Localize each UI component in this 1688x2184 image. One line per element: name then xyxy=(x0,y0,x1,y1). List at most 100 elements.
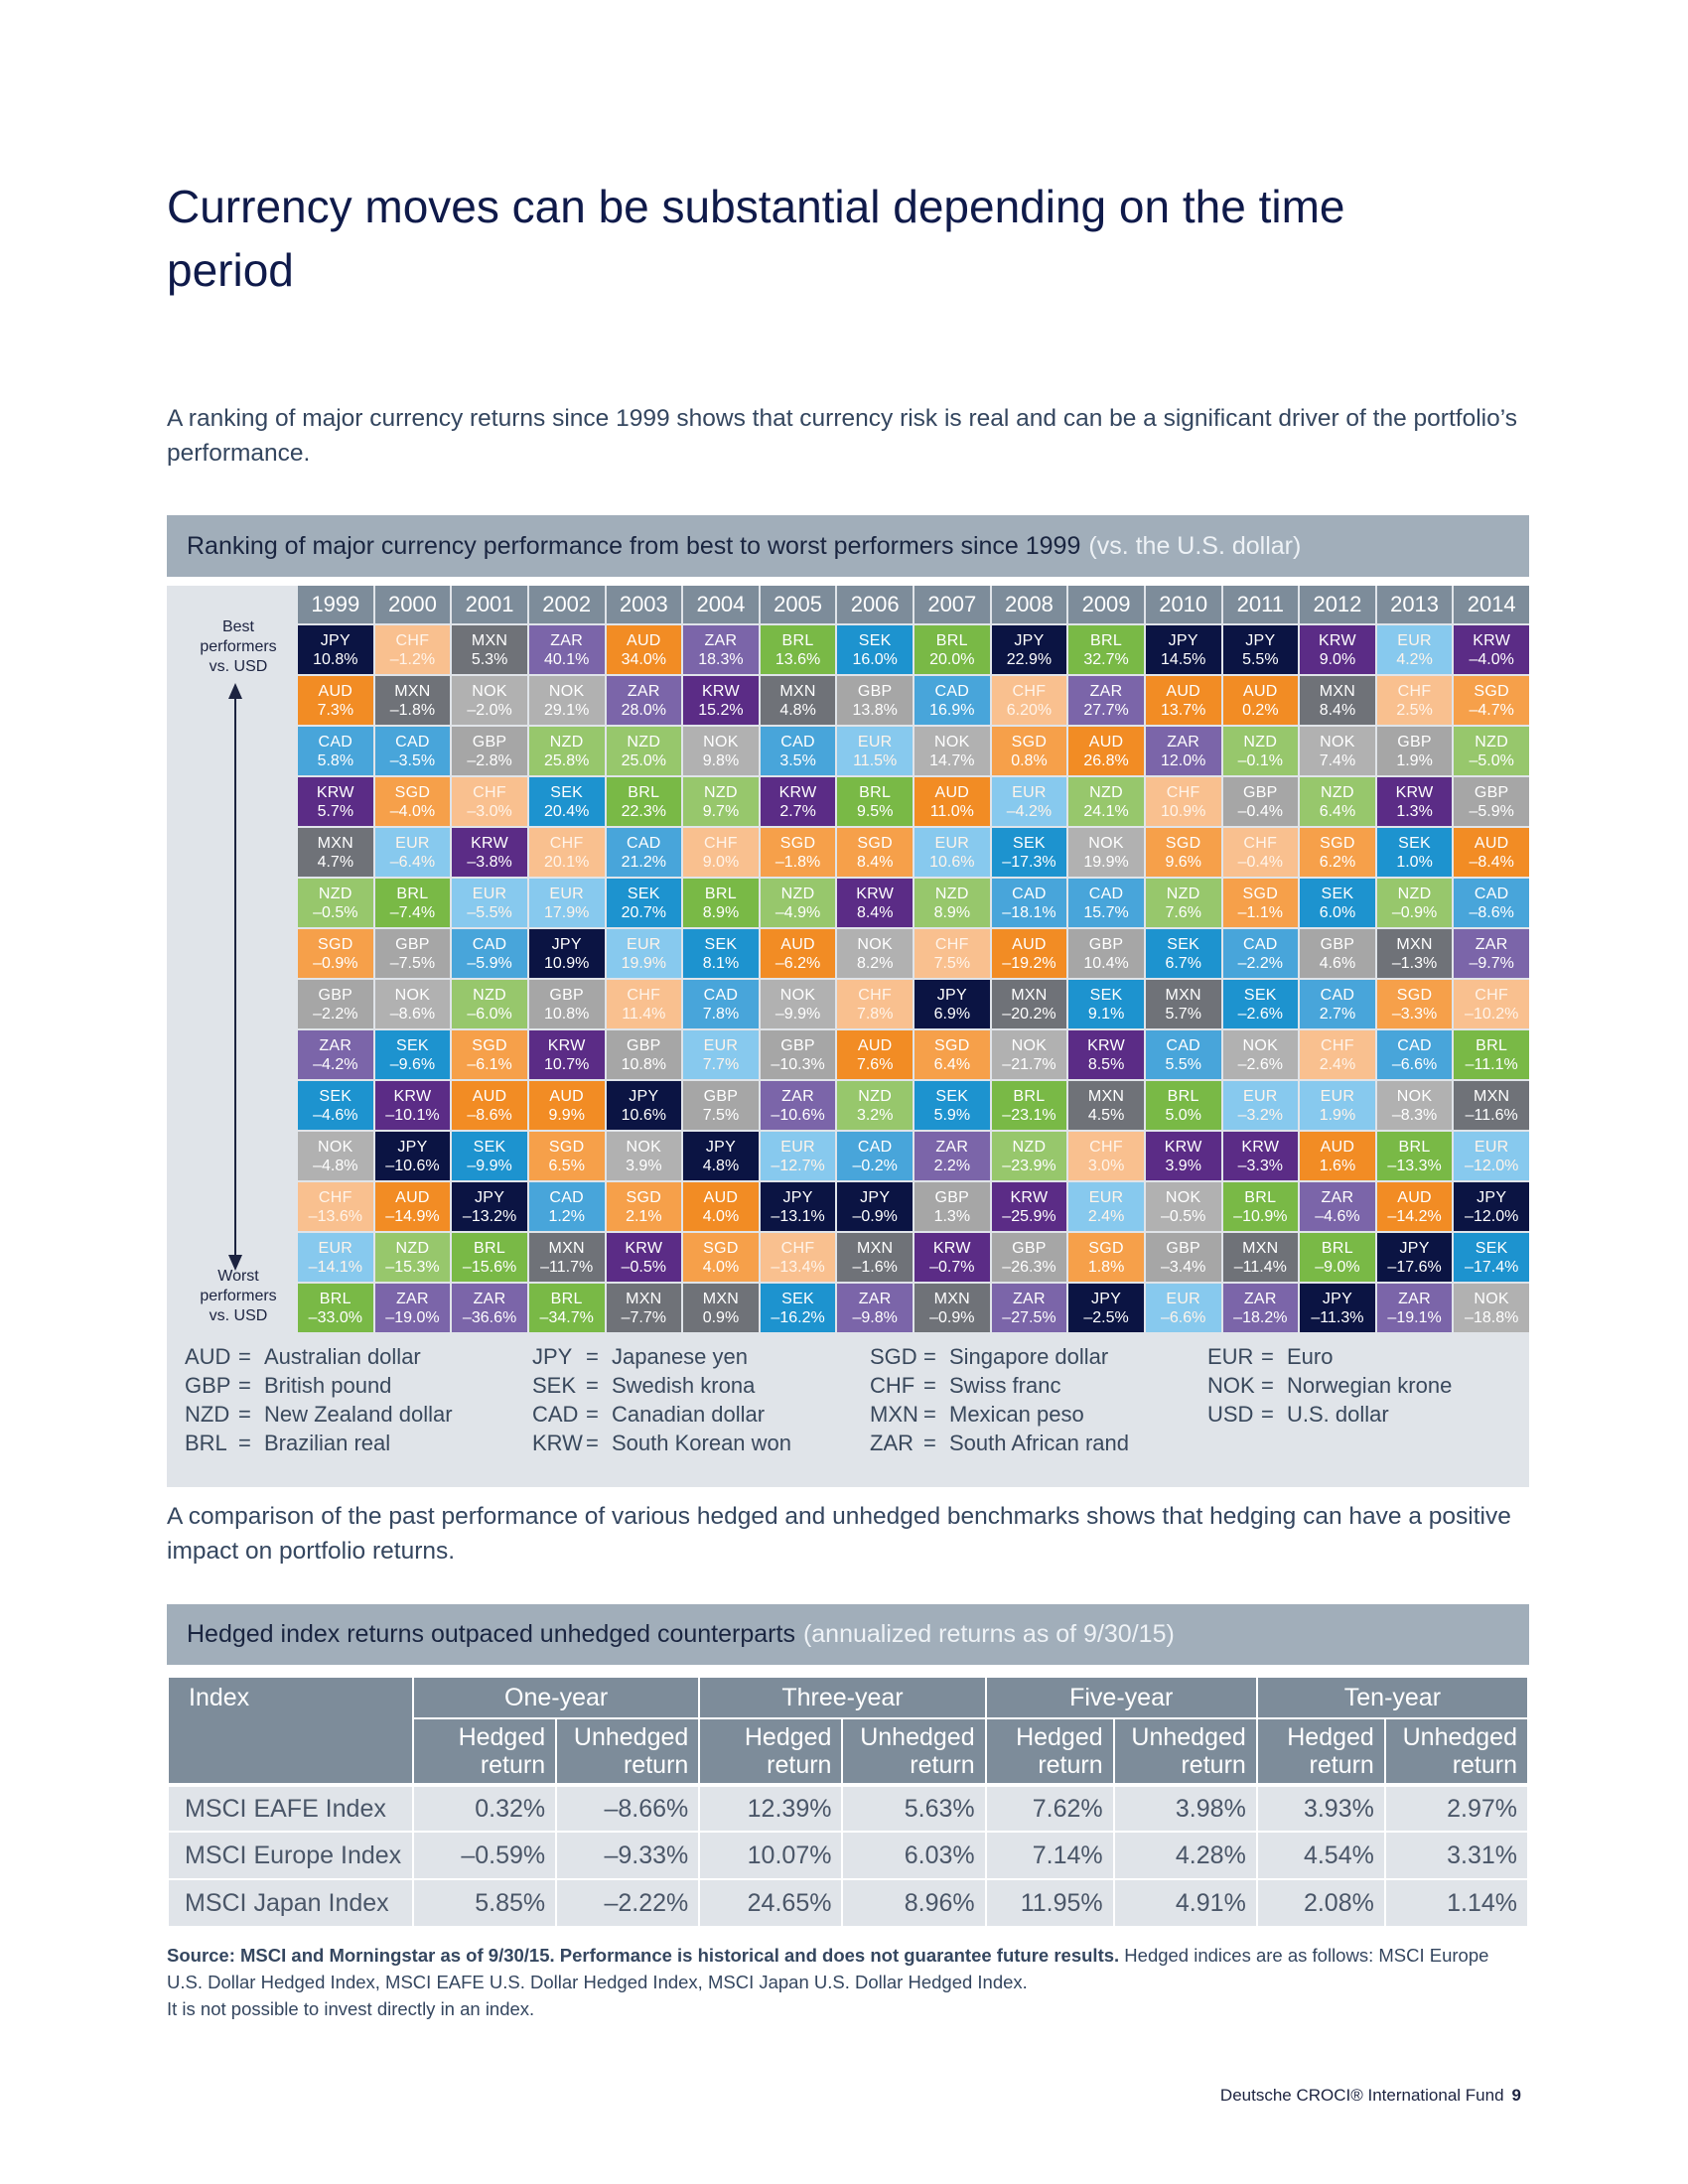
currency-return: 14.7% xyxy=(929,751,975,769)
currency-code: CAD xyxy=(549,1188,585,1206)
currency-cell: NZD 3.2% xyxy=(837,1081,913,1130)
currency-return: 6.9% xyxy=(933,1005,971,1023)
currency-code: JPY xyxy=(1090,1290,1122,1307)
currency-code: AUD xyxy=(549,1087,585,1105)
currency-return: –0.9% xyxy=(929,1308,975,1326)
currency-code: MXN xyxy=(1011,986,1048,1004)
currency-cell: GBP 10.4% xyxy=(1068,929,1144,978)
currency-cell: AUD –19.2% xyxy=(991,929,1067,978)
currency-cell: SEK 20.4% xyxy=(528,777,605,826)
currency-code: KRW xyxy=(547,1036,586,1054)
currency-code: KRW xyxy=(1395,783,1434,801)
currency-code: EUR xyxy=(703,1036,739,1054)
unhedged-return-value: 1.14% xyxy=(1385,1878,1527,1926)
currency-code: CAD xyxy=(395,733,430,751)
currency-code: SGD xyxy=(548,1138,585,1156)
currency-cell: KRW 10.7% xyxy=(528,1030,605,1079)
currency-cell: CHF –13.6% xyxy=(298,1182,373,1231)
legend-item: AUD = Australian dollar xyxy=(185,1342,453,1371)
currency-code: CAD xyxy=(1397,1036,1432,1054)
page-footer: Deutsche CROCI® International Fund 9 xyxy=(1220,2086,1521,2106)
currency-cell: AUD 1.6% xyxy=(1300,1132,1375,1180)
currency-return: –16.2% xyxy=(771,1308,825,1326)
currency-return: –23.9% xyxy=(1002,1157,1056,1174)
period-header: Five-year xyxy=(986,1678,1256,1717)
currency-code: CAD xyxy=(780,733,815,751)
currency-cell: SGD –4.0% xyxy=(374,777,451,826)
currency-code: EUR xyxy=(780,1138,815,1156)
currency-return: –17.6% xyxy=(1387,1258,1442,1276)
unhedged-return-header: Unhedged return xyxy=(843,1717,985,1783)
currency-return: –11.7% xyxy=(540,1258,594,1276)
currency-return: 10.7% xyxy=(544,1055,590,1073)
currency-return: 9.7% xyxy=(702,802,740,820)
currency-code: ZAR xyxy=(704,631,738,649)
currency-return: –8.6% xyxy=(1469,903,1514,921)
unhedged-return-value: 3.98% xyxy=(1114,1783,1256,1831)
currency-code: KRW xyxy=(1241,1138,1280,1156)
currency-cell: EUR –6.6% xyxy=(1145,1284,1221,1332)
currency-code: KRW xyxy=(1318,631,1356,649)
currency-cell: SGD –6.1% xyxy=(452,1030,527,1079)
currency-cell: JPY –10.6% xyxy=(374,1132,451,1180)
currency-code: GBP xyxy=(395,935,430,953)
page-title: Currency moves can be substantial depend… xyxy=(167,181,1345,296)
currency-return: –9.8% xyxy=(852,1308,898,1326)
currency-code: ZAR xyxy=(1089,682,1123,700)
source-normal: Hedged indices are as follows: MSCI Euro… xyxy=(167,1945,1489,1992)
currency-code: KRW xyxy=(778,783,817,801)
currency-cell: SEK 9.1% xyxy=(1068,980,1144,1028)
currency-code: JPY xyxy=(629,1087,659,1105)
year-header: 2007 xyxy=(914,586,990,623)
currency-code: SGD xyxy=(1088,1239,1124,1257)
currency-return: 11.5% xyxy=(853,751,898,769)
currency-code: BRL xyxy=(1013,1087,1046,1105)
currency-code: CAD xyxy=(1166,1036,1201,1054)
currency-cell: CAD 7.8% xyxy=(683,980,759,1028)
currency-return: –4.2% xyxy=(1006,802,1053,820)
currency-cell: BRL 8.9% xyxy=(683,879,759,927)
currency-code: SEK xyxy=(1243,986,1277,1004)
period-header: Ten-year xyxy=(1257,1678,1527,1717)
currency-cell: CHF –1.2% xyxy=(374,625,451,674)
legend-equals: = xyxy=(238,1402,251,1427)
currency-return: 7.8% xyxy=(856,1005,894,1023)
currency-code: JPY xyxy=(782,1188,813,1206)
currency-return: –5.9% xyxy=(467,954,512,972)
legend-equals: = xyxy=(1261,1402,1274,1427)
currency-cell: BRL –13.3% xyxy=(1376,1132,1453,1180)
currency-code: NOK xyxy=(857,935,893,953)
currency-cell: CAD –18.1% xyxy=(991,879,1067,927)
currency-cell: NOK –9.9% xyxy=(760,980,836,1028)
currency-cell: GBP 1.9% xyxy=(1376,727,1453,775)
currency-cell: JPY 6.9% xyxy=(914,980,990,1028)
currency-code: ZAR xyxy=(473,1290,506,1307)
unhedged-return-value: 4.28% xyxy=(1114,1831,1256,1878)
currency-return: –14.1% xyxy=(308,1258,362,1276)
source-line2: It is not possible to invest directly in… xyxy=(167,1998,535,2019)
period-header: Three-year xyxy=(700,1678,985,1717)
currency-cell: NZD –4.9% xyxy=(760,879,836,927)
currency-code: NZD xyxy=(1166,885,1200,902)
currency-cell: JPY 10.6% xyxy=(606,1081,682,1130)
currency-code: CHF xyxy=(1243,834,1278,852)
legend-code: JPY xyxy=(532,1344,573,1369)
currency-cell: EUR 19.9% xyxy=(606,929,682,978)
legend-equals: = xyxy=(586,1431,599,1455)
currency-return: 17.9% xyxy=(544,903,590,921)
currency-cell: SGD 6.4% xyxy=(914,1030,990,1079)
legend-item: CHF = Swiss franc xyxy=(870,1371,1129,1400)
currency-code: MXN xyxy=(856,1239,894,1257)
currency-return: –4.8% xyxy=(313,1157,358,1174)
currency-code: NZD xyxy=(858,1087,893,1105)
source-note: Source: MSCI and Morningstar as of 9/30/… xyxy=(167,1942,1517,2022)
hedged-return-value: 3.93% xyxy=(1257,1783,1384,1831)
currency-code: GBP xyxy=(472,733,507,751)
currency-return: 21.2% xyxy=(621,853,666,871)
currency-return: 1.6% xyxy=(1319,1157,1356,1174)
currency-code: SEK xyxy=(1321,885,1354,902)
currency-return: –2.0% xyxy=(467,701,512,719)
currency-cell: NZD –23.9% xyxy=(991,1132,1067,1180)
currency-cell: AUD 9.9% xyxy=(528,1081,605,1130)
currency-code: GBP xyxy=(626,1036,661,1054)
